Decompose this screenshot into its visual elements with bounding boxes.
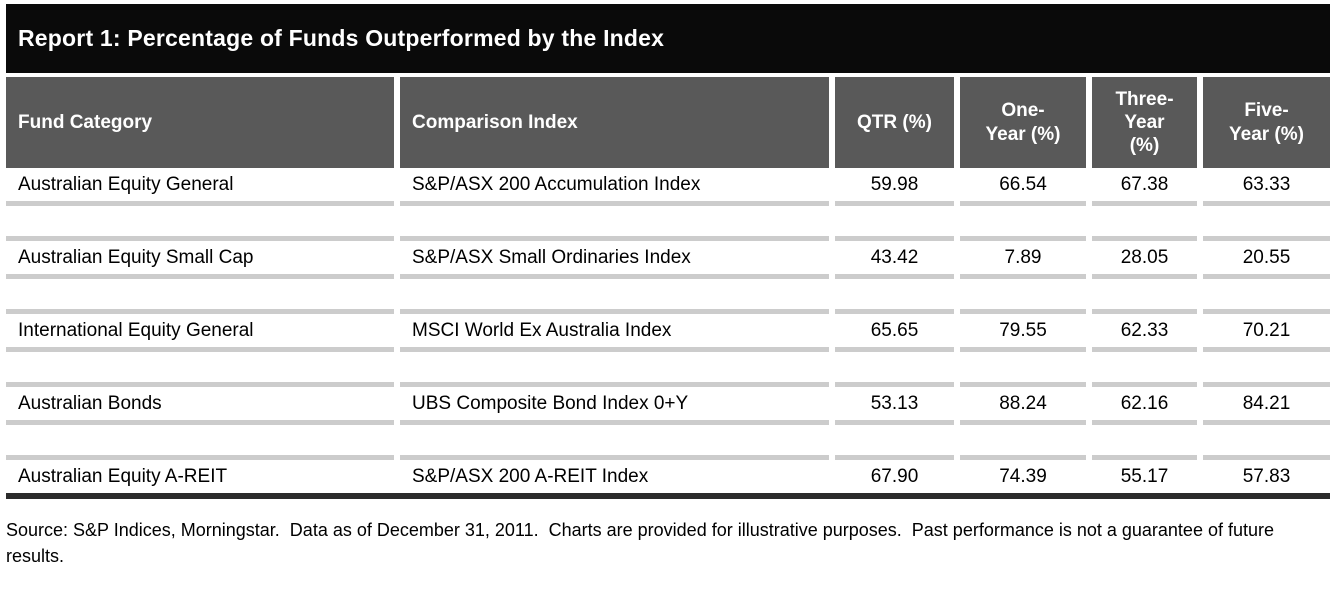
funds-table: Fund Category Comparison Index QTR (%) O… [6,77,1330,499]
table-row: Australian Equity A-REIT S&P/ASX 200 A-R… [6,460,1330,493]
header-line: Year (%) [985,123,1061,145]
column-header-three-year: Three- Year (%) [1092,77,1197,168]
row-spacer [6,206,1330,236]
cell-five-year: 63.33 [1203,168,1330,201]
column-header-one-year: One- Year (%) [960,77,1086,168]
cell-three-year: 62.16 [1092,387,1197,420]
source-footnote: Source: S&P Indices, Morningstar. Data a… [6,520,1280,567]
cell-comparison-index: S&P/ASX 200 A-REIT Index [400,460,829,493]
cell-comparison-index: S&P/ASX 200 Accumulation Index [400,168,829,201]
cell-fund-category: Australian Equity General [6,168,394,201]
cell-comparison-index: S&P/ASX Small Ordinaries Index [400,241,829,274]
report-title: Report 1: Percentage of Funds Outperform… [18,25,665,51]
cell-three-year: 67.38 [1092,168,1197,201]
cell-qtr: 65.65 [835,314,954,347]
cell-one-year: 74.39 [960,460,1086,493]
row-spacer [6,425,1330,455]
header-line: Year (%) [1229,123,1304,145]
header-line: Three- [1115,88,1174,110]
report-title-bar: Report 1: Percentage of Funds Outperform… [6,4,1330,73]
cell-one-year: 79.55 [960,314,1086,347]
cell-five-year: 20.55 [1203,241,1330,274]
row-separator [6,309,1330,314]
cell-comparison-index: MSCI World Ex Australia Index [400,314,829,347]
header-line: (%) [1129,135,1160,157]
column-header-qtr: QTR (%) [835,77,954,168]
cell-comparison-index: UBS Composite Bond Index 0+Y [400,387,829,420]
cell-qtr: 43.42 [835,241,954,274]
column-header-comparison-index: Comparison Index [400,77,829,168]
cell-fund-category: Australian Equity A-REIT [6,460,394,493]
column-header-fund-category: Fund Category [6,77,394,168]
report-page: Report 1: Percentage of Funds Outperform… [6,4,1330,569]
cell-one-year: 88.24 [960,387,1086,420]
row-separator [6,455,1330,460]
cell-five-year: 57.83 [1203,460,1330,493]
cell-three-year: 28.05 [1092,241,1197,274]
table-header-row: Fund Category Comparison Index QTR (%) O… [6,77,1330,168]
cell-fund-category: Australian Equity Small Cap [6,241,394,274]
row-spacer [6,279,1330,309]
row-spacer [6,352,1330,382]
header-line: Five- [1244,100,1289,122]
row-separator [6,201,1330,206]
cell-fund-category: Australian Bonds [6,387,394,420]
cell-qtr: 59.98 [835,168,954,201]
cell-three-year: 62.33 [1092,314,1197,347]
column-header-five-year: Five- Year (%) [1203,77,1330,168]
cell-qtr: 67.90 [835,460,954,493]
header-line: One- [1001,100,1045,122]
table-bottom-rule [6,493,1330,499]
row-separator [6,420,1330,425]
cell-five-year: 70.21 [1203,314,1330,347]
row-separator [6,382,1330,387]
row-separator [6,347,1330,352]
table-row: Australian Bonds UBS Composite Bond Inde… [6,387,1330,420]
table-row: Australian Equity Small Cap S&P/ASX Smal… [6,241,1330,274]
header-line: Year [1124,111,1165,133]
cell-three-year: 55.17 [1092,460,1197,493]
row-separator [6,236,1330,241]
row-separator [6,274,1330,279]
cell-five-year: 84.21 [1203,387,1330,420]
cell-one-year: 66.54 [960,168,1086,201]
cell-one-year: 7.89 [960,241,1086,274]
table-row: Australian Equity General S&P/ASX 200 Ac… [6,168,1330,201]
cell-qtr: 53.13 [835,387,954,420]
cell-fund-category: International Equity General [6,314,394,347]
table-row: International Equity General MSCI World … [6,314,1330,347]
